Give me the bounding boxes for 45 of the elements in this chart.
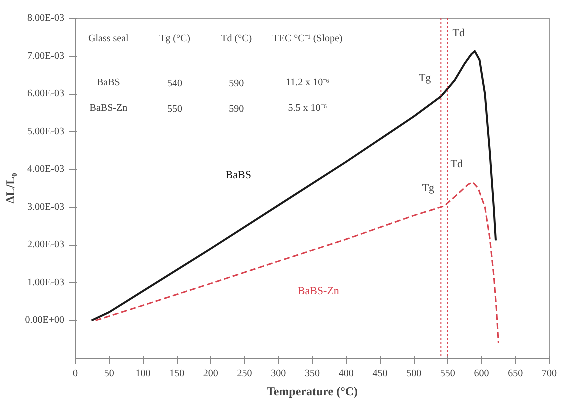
- x-tick-label: 300: [271, 368, 286, 380]
- annotation: 590: [229, 78, 244, 90]
- x-tick-label: 150: [170, 368, 185, 380]
- y-tick-label: 7.00E-03: [28, 50, 65, 62]
- annotation: 540: [168, 78, 183, 90]
- y-tick-label: 0.00E+00: [25, 315, 64, 326]
- x-tick-label: 100: [136, 368, 151, 380]
- x-tick-label: 200: [203, 368, 218, 380]
- x-tick-label: 600: [474, 368, 490, 380]
- x-tick-label: 450: [372, 368, 388, 380]
- y-tick-label: 2.00E-03: [28, 240, 65, 251]
- annotation: 11.2 x 10⁻⁶: [286, 78, 330, 89]
- x-tick-label: 700: [542, 368, 557, 380]
- y-tick-label: 4.00E-03: [28, 164, 65, 176]
- annotation: Tg: [418, 72, 432, 85]
- x-tick-label: 350: [305, 368, 320, 380]
- text: BaBS: [226, 170, 252, 182]
- annotation: Glass seal: [88, 33, 130, 44]
- annotation: Td (°C): [221, 33, 252, 44]
- annotation: BaBS-Zn: [90, 103, 128, 114]
- y-tick-label: 3.00E-03: [28, 202, 65, 213]
- annotation: 550: [168, 104, 183, 116]
- annotation: Td: [450, 158, 464, 170]
- annotation: Tg: [422, 182, 436, 194]
- y-tick-label: 5.00E-03: [28, 126, 65, 138]
- x-tick-label: 550: [440, 368, 456, 380]
- x-tick-label: 650: [508, 368, 524, 380]
- y-tick-label: 1.00E-03: [28, 277, 65, 288]
- annotation: 590: [229, 104, 244, 116]
- x-tick-label: 500: [406, 368, 422, 380]
- x-tick-label: 50: [104, 368, 114, 380]
- x-tick-label: 250: [237, 368, 252, 380]
- y-tick-label: 6.00E-03: [28, 88, 65, 100]
- annotation: BaBS: [97, 78, 120, 89]
- y-tick-label: 8.00E-03: [28, 13, 65, 24]
- annotation: TEC °C⁻¹ (Slope): [272, 33, 343, 44]
- annotation: 5.5 x 10⁻⁶: [288, 103, 328, 114]
- x-tick-label: 0: [73, 368, 78, 380]
- x-axis-title: Temperature (°C): [266, 384, 358, 398]
- text: BaBS-Zn: [298, 285, 340, 298]
- annotation: Td: [452, 27, 466, 40]
- x-tick-label: 400: [338, 368, 354, 380]
- annotation: Tg (°C): [160, 33, 191, 44]
- line-series: [90, 50, 498, 322]
- y-axis-title: ΔL/L₀: [3, 172, 18, 204]
